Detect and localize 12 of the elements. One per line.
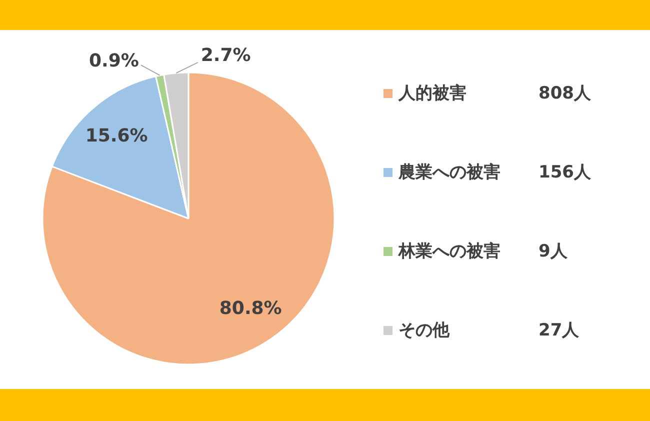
data-label: 156人 [538,162,592,182]
data-label: 27人 [538,320,580,340]
legend-label: 人的被害 [398,84,466,104]
text: 15.6% [85,125,148,146]
legend-label: 農業への被害 [398,162,500,182]
data-label: 9人 [538,242,568,262]
data-label: 808人 [538,84,592,104]
text: 0.9% [89,50,139,72]
text: 2.7% [200,44,251,66]
legend-label: 林業への被害 [398,242,500,262]
text: 80.8% [219,298,282,320]
legend-label: その他 [398,320,450,340]
